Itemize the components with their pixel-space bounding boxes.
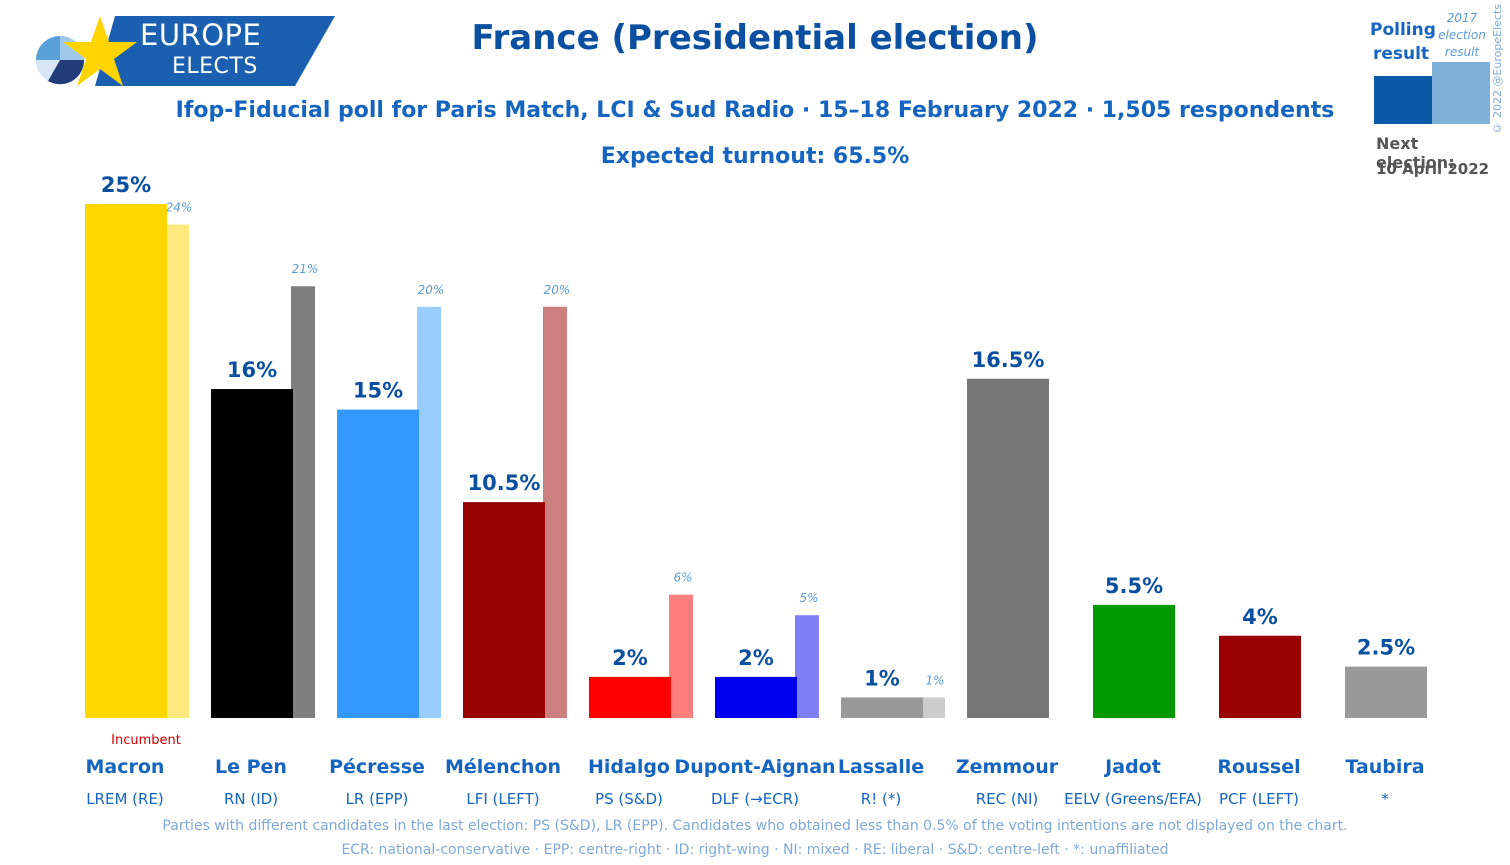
candidate-name: Jadot bbox=[1103, 756, 1161, 778]
candidate-name: Lassalle bbox=[838, 756, 924, 778]
turnout-label: Expected turnout: 65.5% bbox=[600, 144, 910, 169]
candidate-name: Pécresse bbox=[329, 756, 425, 778]
candidate-party: LR (EPP) bbox=[346, 790, 409, 808]
poll-bar bbox=[841, 697, 923, 718]
candidate-name: Zemmour bbox=[956, 756, 1059, 778]
poll-bar bbox=[211, 389, 293, 718]
prev-bar bbox=[291, 286, 315, 718]
value-label: 15% bbox=[353, 379, 403, 403]
prev-value-label: 5% bbox=[799, 591, 818, 605]
logo-text-elects: ELECTS bbox=[172, 54, 258, 79]
candidate-name: Taubira bbox=[1345, 756, 1424, 778]
prev-bar bbox=[543, 306, 567, 718]
poll-bar bbox=[589, 676, 671, 718]
candidate-name: Le Pen bbox=[215, 756, 287, 778]
value-label: 5.5% bbox=[1105, 574, 1163, 598]
prev-bar bbox=[795, 615, 819, 718]
prev-value-label: 1% bbox=[925, 673, 944, 687]
chart-title: France (Presidential election) bbox=[471, 18, 1039, 58]
poll-bar bbox=[85, 204, 167, 718]
logo-star-icon bbox=[63, 16, 137, 86]
next-election-date: 10 April 2022 bbox=[1376, 160, 1490, 178]
candidate-party: R! (*) bbox=[861, 790, 901, 808]
prev-bar bbox=[417, 306, 441, 718]
prev-bar bbox=[669, 594, 693, 718]
value-label: 2.5% bbox=[1357, 636, 1415, 660]
value-label: 4% bbox=[1242, 605, 1278, 629]
candidate-name: Macron bbox=[86, 756, 165, 778]
legend-prev-label: 2017 election result bbox=[1438, 11, 1486, 59]
prev-bar bbox=[165, 224, 189, 718]
value-label: 10.5% bbox=[468, 471, 541, 495]
prev-value-label: 20% bbox=[418, 283, 445, 297]
candidate-party: * bbox=[1381, 790, 1389, 808]
footer-glossary: ECR: national-conservative · EPP: centre… bbox=[341, 842, 1169, 858]
logo-banner bbox=[95, 16, 335, 86]
prev-value-label: 20% bbox=[544, 283, 571, 297]
poll-bar bbox=[1093, 604, 1175, 718]
prev-value-label: 6% bbox=[673, 571, 692, 585]
legend-polling-swatch bbox=[1374, 76, 1432, 124]
value-label: 16.5% bbox=[972, 348, 1045, 372]
value-label: 1% bbox=[864, 666, 900, 690]
legend-polling-label: Polling result bbox=[1370, 20, 1436, 64]
candidate-party: RN (ID) bbox=[224, 790, 278, 808]
value-label: 2% bbox=[612, 646, 648, 670]
legend: Polling result 2017 election result Next… bbox=[1370, 10, 1495, 180]
poll-bar bbox=[463, 502, 545, 718]
candidate-party: EELV (Greens/EFA) bbox=[1064, 790, 1202, 808]
candidate-party: LFI (LEFT) bbox=[466, 790, 539, 808]
poll-bar bbox=[1345, 666, 1427, 718]
next-election-label: Next election: bbox=[1376, 134, 1455, 172]
candidate-party: LREM (RE) bbox=[86, 790, 164, 808]
candidate-name: Mélenchon bbox=[445, 756, 561, 778]
prev-bar bbox=[921, 697, 945, 718]
poll-bar bbox=[1219, 635, 1301, 718]
candidate-party: DLF (→ECR) bbox=[711, 790, 799, 808]
poll-bar bbox=[715, 676, 797, 718]
footer-note: Parties with different candidates in the… bbox=[162, 818, 1348, 834]
candidate-party: PS (S&D) bbox=[595, 790, 663, 808]
candidate-name: Hidalgo bbox=[588, 756, 670, 778]
value-label: 16% bbox=[227, 358, 277, 382]
prev-value-label: 21% bbox=[292, 262, 319, 276]
candidate-party: REC (NI) bbox=[976, 790, 1039, 808]
logo-text-europe: EUROPE bbox=[140, 18, 262, 52]
candidate-party: PCF (LEFT) bbox=[1219, 790, 1299, 808]
value-label: 2% bbox=[738, 646, 774, 670]
value-label: 25% bbox=[101, 173, 151, 197]
poll-bar bbox=[337, 409, 419, 718]
candidate-name: Dupont-Aignan bbox=[674, 756, 835, 778]
candidate-name: Roussel bbox=[1217, 756, 1300, 778]
chart-subtitle: Ifop-Fiducial poll for Paris Match, LCI … bbox=[175, 98, 1335, 123]
prev-value-label: 24% bbox=[166, 201, 193, 215]
legend-prev-swatch bbox=[1432, 62, 1490, 124]
poll-bar bbox=[967, 378, 1049, 718]
incumbent-label: Incumbent bbox=[111, 733, 181, 748]
